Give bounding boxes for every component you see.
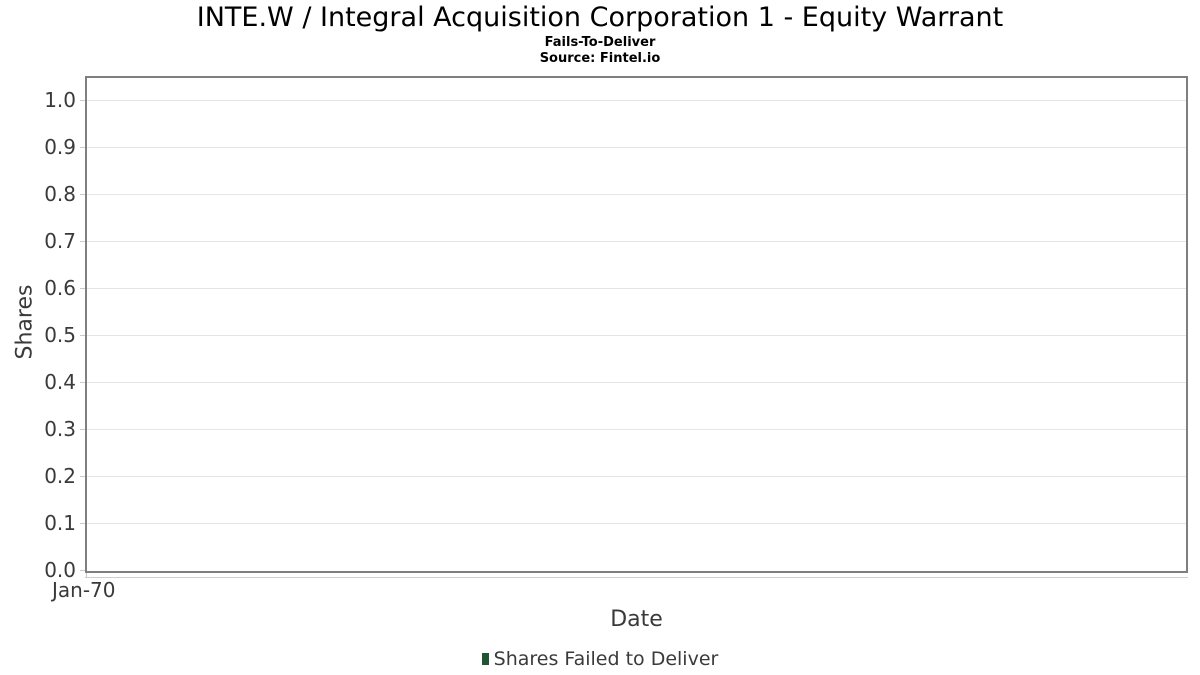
- y-axis-tick-label: 0.8: [44, 182, 76, 206]
- y-axis-tick-mark: [80, 523, 85, 524]
- y-axis-tick-mark: [80, 382, 85, 383]
- gridline: [87, 147, 1186, 148]
- y-axis-tick-label: 0.0: [44, 558, 76, 582]
- x-axis-baseline: [85, 577, 1188, 578]
- y-axis-title: Shares: [12, 284, 38, 360]
- y-axis-tick-label: 0.2: [44, 464, 76, 488]
- gridline: [87, 335, 1186, 336]
- gridline: [87, 523, 1186, 524]
- gridline: [87, 194, 1186, 195]
- y-axis-tick-label: 0.1: [44, 511, 76, 535]
- y-axis-tick-mark: [80, 241, 85, 242]
- gridline: [87, 476, 1186, 477]
- chart-subtitle: Fails-To-Deliver: [544, 35, 656, 50]
- y-axis-tick-mark: [80, 100, 85, 101]
- y-axis-tick-label: 0.6: [44, 276, 76, 300]
- gridline: [87, 100, 1186, 101]
- gridline: [87, 288, 1186, 289]
- y-axis-tick-mark: [80, 194, 85, 195]
- gridline: [87, 382, 1186, 383]
- y-axis-tick-label: 1.0: [44, 88, 76, 112]
- gridline: [87, 241, 1186, 242]
- y-axis-tick-mark: [80, 147, 85, 148]
- y-axis-tick-mark: [80, 476, 85, 477]
- legend-marker-swatch: [481, 653, 489, 665]
- y-axis-tick-label: 0.3: [44, 417, 76, 441]
- x-axis-tick-mark: [86, 573, 87, 578]
- y-axis-tick-mark: [80, 429, 85, 430]
- legend: Shares Failed to Deliver: [0, 646, 1200, 672]
- x-axis-title: Date: [610, 607, 663, 632]
- chart-source: Source: Fintel.io: [539, 51, 661, 66]
- y-axis-tick-label: 0.5: [44, 323, 76, 347]
- x-axis-tick-label: Jan-70: [52, 578, 116, 602]
- chart-title: INTE.W / Integral Acquisition Corporatio…: [196, 2, 1004, 33]
- legend-label: Shares Failed to Deliver: [493, 648, 719, 670]
- gridline: [87, 429, 1186, 430]
- y-axis-tick-label: 0.7: [44, 229, 76, 253]
- y-axis-tick-label: 0.4: [44, 370, 76, 394]
- y-axis-tick-label: 0.9: [44, 135, 76, 159]
- y-axis-tick-mark: [80, 335, 85, 336]
- y-axis-tick-mark: [80, 288, 85, 289]
- plot-area: [85, 76, 1188, 573]
- y-axis-tick-mark: [80, 570, 85, 571]
